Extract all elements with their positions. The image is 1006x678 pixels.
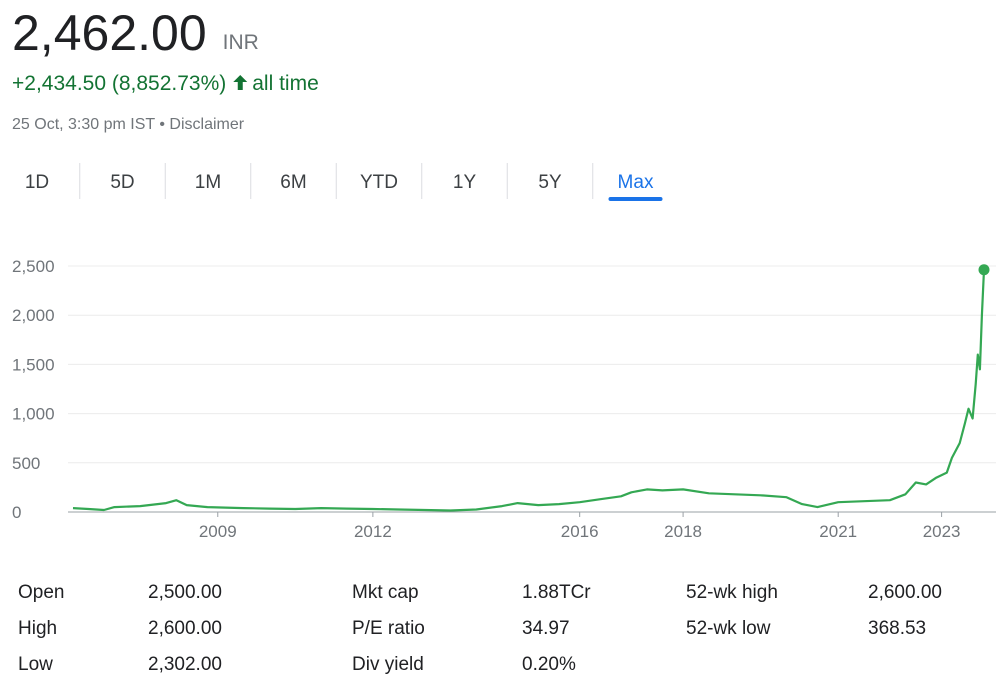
range-tab[interactable]: YTD — [360, 172, 398, 193]
stat-label: 52-wk low — [686, 618, 771, 639]
stat-value: 2,600.00 — [868, 582, 942, 603]
timestamp: 25 Oct, 3:30 pm IST — [12, 116, 155, 133]
stat-label: Mkt cap — [352, 582, 419, 603]
stat-label: P/E ratio — [352, 618, 425, 639]
timestamp-line: 25 Oct, 3:30 pm IST • Disclaimer — [12, 116, 245, 133]
stat-value: 34.97 — [522, 618, 570, 639]
y-tick-label: 500 — [12, 454, 40, 473]
y-tick-label: 1,000 — [12, 405, 55, 424]
y-tick-label: 1,500 — [12, 355, 55, 374]
stat-value: 2,500.00 — [148, 582, 222, 603]
stat-value: 368.53 — [868, 618, 926, 639]
range-tab[interactable]: 1D — [25, 172, 49, 193]
change-period: all time — [252, 72, 319, 95]
range-tab[interactable]: 1M — [195, 172, 221, 193]
stat-label: Low — [18, 654, 53, 675]
range-tab[interactable]: 5Y — [538, 172, 562, 193]
up-arrow-icon — [233, 75, 248, 90]
x-tick-label: 2012 — [354, 522, 392, 541]
x-tick-label: 2009 — [199, 522, 237, 541]
stat-value: 1.88TCr — [522, 582, 591, 603]
last-price-dot — [978, 264, 990, 276]
price: 2,462.00 — [12, 5, 207, 61]
y-tick-label: 2,500 — [12, 257, 55, 276]
separator: • — [159, 116, 165, 133]
stat-label: 52-wk high — [686, 582, 778, 603]
price-line — [72, 269, 986, 512]
active-tab-indicator — [608, 197, 663, 201]
x-tick-label: 2023 — [923, 522, 961, 541]
currency: INR — [223, 31, 259, 54]
y-tick-label: 2,000 — [12, 306, 55, 325]
range-tab[interactable]: 1Y — [453, 172, 477, 193]
price-change: +2,434.50 (8,852.73%) — [12, 72, 226, 95]
x-tick-label: 2018 — [664, 522, 702, 541]
stat-label: Div yield — [352, 654, 424, 675]
range-tab[interactable]: 6M — [280, 172, 306, 193]
stat-label: High — [18, 618, 57, 639]
y-tick-label: 0 — [12, 503, 21, 522]
stat-value: 2,600.00 — [148, 618, 222, 639]
range-tab[interactable]: Max — [618, 172, 654, 193]
stat-label: Open — [18, 582, 64, 603]
disclaimer-link[interactable]: Disclaimer — [169, 116, 244, 133]
x-tick-label: 2016 — [561, 522, 599, 541]
stat-value: 2,302.00 — [148, 654, 222, 675]
x-tick-label: 2021 — [819, 522, 857, 541]
range-tab[interactable]: 5D — [110, 172, 134, 193]
stat-value: 0.20% — [522, 654, 576, 675]
